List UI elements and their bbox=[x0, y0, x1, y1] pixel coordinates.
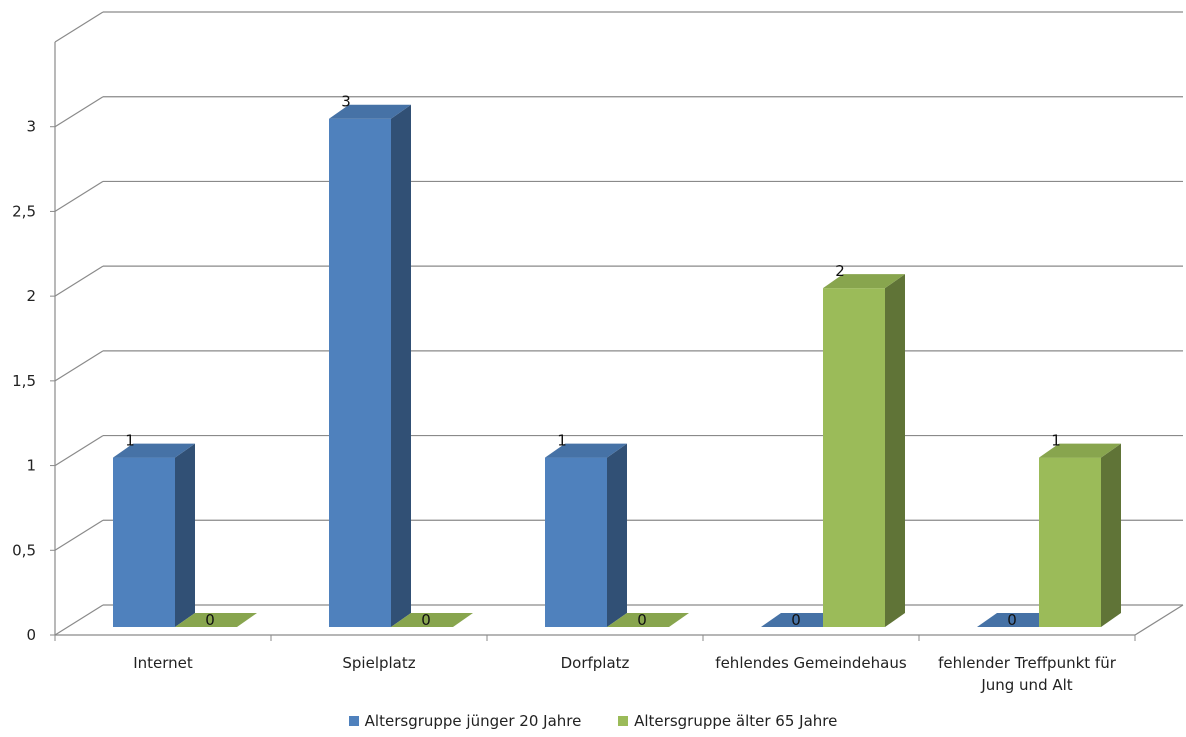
gridline-side bbox=[54, 435, 104, 467]
bar-top bbox=[329, 104, 411, 119]
bar-top bbox=[761, 613, 843, 627]
y-tick-label: 1 bbox=[26, 457, 36, 475]
bar-top bbox=[977, 613, 1059, 627]
gridline-side bbox=[54, 180, 104, 212]
bar-side bbox=[1101, 443, 1121, 627]
bar-top bbox=[113, 443, 195, 458]
gridline-side bbox=[54, 350, 104, 382]
y-tick-label: 2,5 bbox=[12, 202, 36, 220]
bar-top bbox=[607, 613, 689, 627]
data-label: 3 bbox=[341, 93, 351, 111]
bar-side bbox=[607, 443, 627, 627]
bar-top bbox=[545, 443, 627, 458]
bar-top bbox=[1039, 443, 1121, 458]
bar-front bbox=[329, 118, 391, 627]
gridline-side bbox=[54, 265, 104, 297]
bar-top bbox=[391, 613, 473, 627]
data-label: 0 bbox=[791, 611, 801, 629]
y-tick-label: 1,5 bbox=[12, 372, 36, 390]
y-tick-label: 2 bbox=[26, 287, 36, 305]
data-label: 1 bbox=[557, 432, 567, 450]
x-tick-label: Dorfplatz bbox=[561, 654, 630, 672]
legend-item-series-1: Altersgruppe jünger 20 Jahre bbox=[348, 712, 582, 730]
y-tick-label: 0,5 bbox=[12, 541, 36, 559]
x-tick-label: Jung und Alt bbox=[980, 676, 1072, 694]
legend-swatch-series-2 bbox=[618, 716, 629, 726]
data-label: 0 bbox=[205, 611, 215, 629]
x-tick-label: fehlender Treffpunkt für bbox=[938, 654, 1117, 672]
bar-front bbox=[823, 288, 885, 627]
gridline-side bbox=[54, 604, 104, 636]
bar-front bbox=[1039, 457, 1101, 627]
bar-side bbox=[391, 104, 411, 627]
floor-edge bbox=[1134, 604, 1184, 636]
gridline-side bbox=[54, 11, 104, 43]
data-label: 2 bbox=[835, 262, 845, 280]
bar-front bbox=[113, 457, 175, 627]
data-label: 1 bbox=[1051, 432, 1061, 450]
x-tick-label: Spielplatz bbox=[342, 654, 415, 672]
bar-side bbox=[885, 274, 905, 627]
legend-label-series-1: Altersgruppe jünger 20 Jahre bbox=[364, 712, 582, 730]
legend-swatch-series-1 bbox=[348, 716, 359, 726]
y-tick-label: 0 bbox=[26, 626, 36, 644]
y-tick-label: 3 bbox=[26, 118, 36, 136]
gridline-side bbox=[54, 519, 104, 551]
gridline-side bbox=[54, 96, 104, 128]
data-label: 0 bbox=[1007, 611, 1017, 629]
data-label: 0 bbox=[421, 611, 431, 629]
data-label: 0 bbox=[637, 611, 647, 629]
legend-label-series-2: Altersgruppe älter 65 Jahre bbox=[634, 712, 838, 730]
bar-top bbox=[823, 274, 905, 289]
x-tick-label: fehlendes Gemeindehaus bbox=[715, 654, 907, 672]
bar-side bbox=[175, 443, 195, 627]
legend-item-series-2: Altersgruppe älter 65 Jahre bbox=[618, 712, 837, 730]
bar-front bbox=[545, 457, 607, 627]
data-label: 1 bbox=[125, 432, 135, 450]
chart-legend: Altersgruppe jünger 20 Jahre Altersgrupp… bbox=[0, 712, 1186, 730]
x-tick-label: Internet bbox=[133, 654, 193, 672]
bar-top bbox=[175, 613, 257, 627]
